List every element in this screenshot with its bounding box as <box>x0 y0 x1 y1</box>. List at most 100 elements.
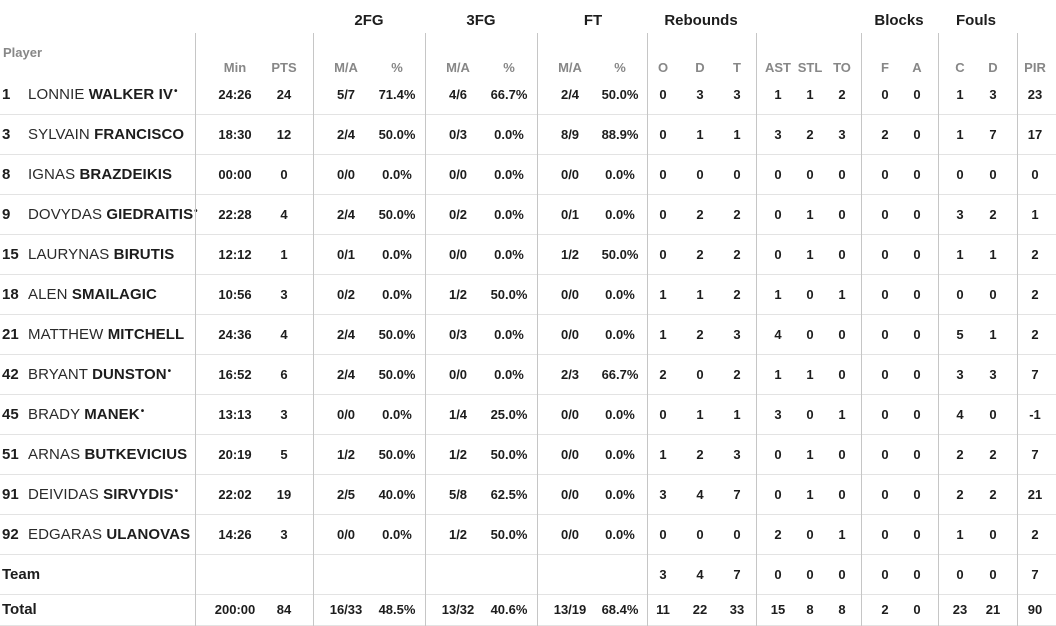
cell-min: 00:00 <box>218 167 252 182</box>
cell-reb-d: 3 <box>696 87 704 102</box>
cell-pts: 84 <box>276 602 292 617</box>
col-header-reb-o: O <box>657 60 669 75</box>
cell-ft-pct: 0.0% <box>605 287 635 302</box>
cell-2fg-pct: 0.0% <box>382 527 412 542</box>
player-name: MATTHEW MITCHELL <box>28 315 184 354</box>
cell-ft-ma: 0/0 <box>560 167 580 182</box>
cell-2fg-ma: 2/5 <box>336 487 356 502</box>
cell-ast: 0 <box>774 567 782 582</box>
cell-pir: 7 <box>1031 367 1039 382</box>
cell-ast: 4 <box>774 327 782 342</box>
cell-reb-t: 2 <box>733 247 741 262</box>
cell-reb-t: 0 <box>733 527 741 542</box>
player-last-name: ULANOVAS <box>106 526 191 543</box>
cell-3fg-pct: 0.0% <box>494 367 524 382</box>
cell-pts: 3 <box>280 527 288 542</box>
player-row: 42 BRYANT DUNSTON• 16:52 6 2/4 50.0% 0/0 0.0% 2/… <box>0 355 1056 395</box>
cell-ft-ma: 0/1 <box>560 207 580 222</box>
cell-ft-pct: 0.0% <box>605 327 635 342</box>
jersey-number: 92 <box>2 526 19 543</box>
jersey-number: 18 <box>2 286 19 303</box>
cell-to: 0 <box>838 367 846 382</box>
cell-reb-o: 0 <box>659 407 667 422</box>
cell-2fg-ma: 0/2 <box>336 287 356 302</box>
cell-reb-o: 0 <box>659 207 667 222</box>
col-header-stl: STL <box>797 60 823 75</box>
col-header-foul-c: C <box>955 60 965 75</box>
cell-reb-d: 0 <box>696 527 704 542</box>
cell-blk-f: 0 <box>881 447 889 462</box>
cell-pir: 17 <box>1027 127 1043 142</box>
cell-ft-pct: 88.9% <box>601 127 639 142</box>
col-header-min: Min <box>223 60 247 75</box>
player-first-name: LAURYNAS <box>28 246 114 263</box>
cell-2fg-ma: 2/4 <box>336 207 356 222</box>
cell-2fg-pct: 50.0% <box>378 327 416 342</box>
player-first-name: IGNAS <box>28 166 80 183</box>
column-divider <box>1017 33 1018 626</box>
cell-ft-pct: 0.0% <box>605 167 635 182</box>
cell-ft-ma: 2/4 <box>560 87 580 102</box>
cell-3fg-pct: 0.0% <box>494 207 524 222</box>
player-first-name: BRADY <box>28 406 85 423</box>
cell-blk-a: 0 <box>913 87 921 102</box>
cell-2fg-pct: 50.0% <box>378 367 416 382</box>
jersey-number: 91 <box>2 486 19 503</box>
cell-foul-d: 3 <box>989 367 997 382</box>
cell-min: 20:19 <box>218 447 252 462</box>
cell-min: 22:28 <box>218 207 252 222</box>
cell-ast: 0 <box>774 447 782 462</box>
cell-reb-t: 2 <box>733 367 741 382</box>
cell-3fg-ma: 0/3 <box>448 127 468 142</box>
col-header-ft-pct: % <box>614 60 626 75</box>
cell-blk-f: 0 <box>881 247 889 262</box>
cell-3fg-ma: 0/0 <box>448 167 468 182</box>
cell-pir: 1 <box>1031 207 1039 222</box>
player-name: IGNAS BRAZDEIKIS <box>28 155 172 194</box>
cell-reb-t: 33 <box>729 602 745 617</box>
col-header-reb-d: D <box>695 60 705 75</box>
cell-stl: 1 <box>806 207 814 222</box>
cell-ft-pct: 0.0% <box>605 527 635 542</box>
cell-2fg-ma: 2/4 <box>336 127 356 142</box>
cell-2fg-ma: 0/0 <box>336 407 356 422</box>
cell-reb-o: 0 <box>659 87 667 102</box>
cell-blk-f: 0 <box>881 167 889 182</box>
cell-3fg-pct: 50.0% <box>490 287 528 302</box>
cell-reb-d: 0 <box>696 367 704 382</box>
col-header-pts: PTS <box>271 60 297 75</box>
col-header-ast: AST <box>765 60 791 75</box>
cell-pir: 7 <box>1031 447 1039 462</box>
cell-foul-d: 0 <box>989 567 997 582</box>
player-name: LAURYNAS BIRUTIS <box>28 235 174 274</box>
cell-stl: 1 <box>806 87 814 102</box>
cell-blk-a: 0 <box>913 327 921 342</box>
cell-foul-d: 0 <box>989 407 997 422</box>
cell-2fg-pct: 0.0% <box>382 167 412 182</box>
cell-reb-t: 7 <box>733 487 741 502</box>
cell-foul-c: 4 <box>956 407 964 422</box>
col-header-pir: PIR <box>1024 60 1046 75</box>
cell-ast: 1 <box>774 287 782 302</box>
cell-to: 3 <box>838 127 846 142</box>
cell-2fg-pct: 50.0% <box>378 447 416 462</box>
cell-foul-c: 3 <box>956 367 964 382</box>
cell-2fg-ma: 2/4 <box>336 367 356 382</box>
cell-ft-pct: 0.0% <box>605 407 635 422</box>
group-header-3fg: 3FG <box>466 12 496 29</box>
cell-reb-o: 1 <box>659 327 667 342</box>
player-last-name: BUTKEVICIUS <box>84 446 188 463</box>
player-first-name: MATTHEW <box>28 326 108 343</box>
cell-blk-a: 0 <box>913 567 921 582</box>
col-header-2fg-ma: M/A <box>334 60 358 75</box>
cell-blk-a: 0 <box>913 527 921 542</box>
cell-foul-d: 2 <box>989 487 997 502</box>
player-row: 45 BRADY MANEK• 13:13 3 0/0 0.0% 1/4 25.0% 0/0 0.… <box>0 395 1056 435</box>
player-last-name: WALKER IV <box>88 86 173 103</box>
cell-foul-c: 23 <box>952 602 968 617</box>
column-divider <box>313 33 314 626</box>
cell-foul-c: 1 <box>956 87 964 102</box>
cell-blk-a: 0 <box>913 207 921 222</box>
group-header-blocks: Blocks <box>874 12 924 29</box>
player-last-name: FRANCISCO <box>94 126 185 143</box>
